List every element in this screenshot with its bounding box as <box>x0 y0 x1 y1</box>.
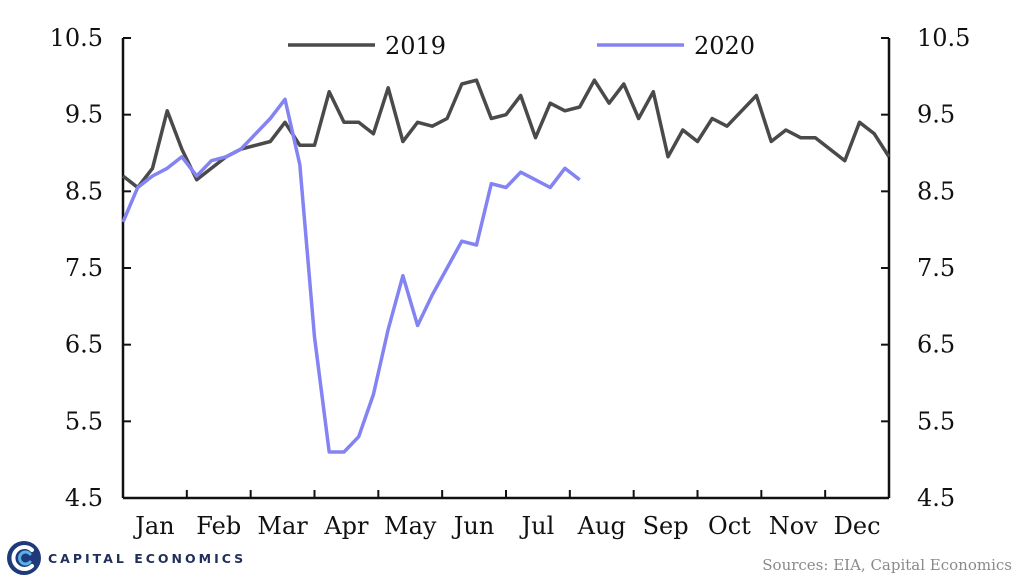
y-tick-label-left: 10.5 <box>50 24 103 52</box>
x-tick-label: Nov <box>769 512 818 540</box>
y-tick-label-left: 7.5 <box>65 254 103 282</box>
series-line-2019 <box>121 78 891 190</box>
y-tick-label-right: 6.5 <box>917 331 955 359</box>
x-tick-label: Jun <box>451 512 495 540</box>
axes-layer <box>121 37 891 500</box>
x-tick-label: Dec <box>834 512 881 540</box>
x-tick-label: Jan <box>132 512 174 540</box>
x-tick-label: Feb <box>196 512 241 540</box>
legend-label-2019: 2019 <box>385 32 446 60</box>
y-tick-label-right: 8.5 <box>917 177 955 205</box>
y-tick-label-right: 4.5 <box>917 484 955 512</box>
y-tick-label-left: 8.5 <box>65 177 103 205</box>
capital-economics-logo-icon <box>7 541 41 575</box>
brand-name: CAPITAL ECONOMICS <box>48 550 247 566</box>
y-tick-label-left: 6.5 <box>65 331 103 359</box>
y-tick-label-right: 7.5 <box>917 254 955 282</box>
y-tick-label-left: 9.5 <box>65 101 103 129</box>
x-tick-label: Apr <box>323 512 369 540</box>
x-tick-label: Mar <box>257 512 308 540</box>
x-tick-label: Oct <box>708 512 751 540</box>
y-tick-label-left: 4.5 <box>65 484 103 512</box>
x-tick-label: Aug <box>577 512 626 540</box>
legend: 2019 2020 <box>288 32 755 60</box>
y-tick-label-left: 5.5 <box>65 407 103 435</box>
y-tick-label-right: 10.5 <box>917 24 970 52</box>
brand-logo: CAPITAL ECONOMICS <box>4 538 246 578</box>
series-line-2020 <box>121 97 581 454</box>
y-tick-label-right: 5.5 <box>917 407 955 435</box>
series-layer <box>121 78 891 454</box>
x-tick-label: May <box>384 512 437 540</box>
x-tick-label: Sep <box>643 512 689 540</box>
y-tick-label-right: 9.5 <box>917 101 955 129</box>
legend-label-2020: 2020 <box>694 32 755 60</box>
x-tick-label: Jul <box>519 512 555 540</box>
labels-layer: 4.5 5.5 6.5 7.5 8.5 9.5 10.5 4.5 5.5 6.5 7.5 8.5 9.5… <box>50 24 971 540</box>
source-note: Sources: EIA, Capital Economics <box>762 556 1012 574</box>
